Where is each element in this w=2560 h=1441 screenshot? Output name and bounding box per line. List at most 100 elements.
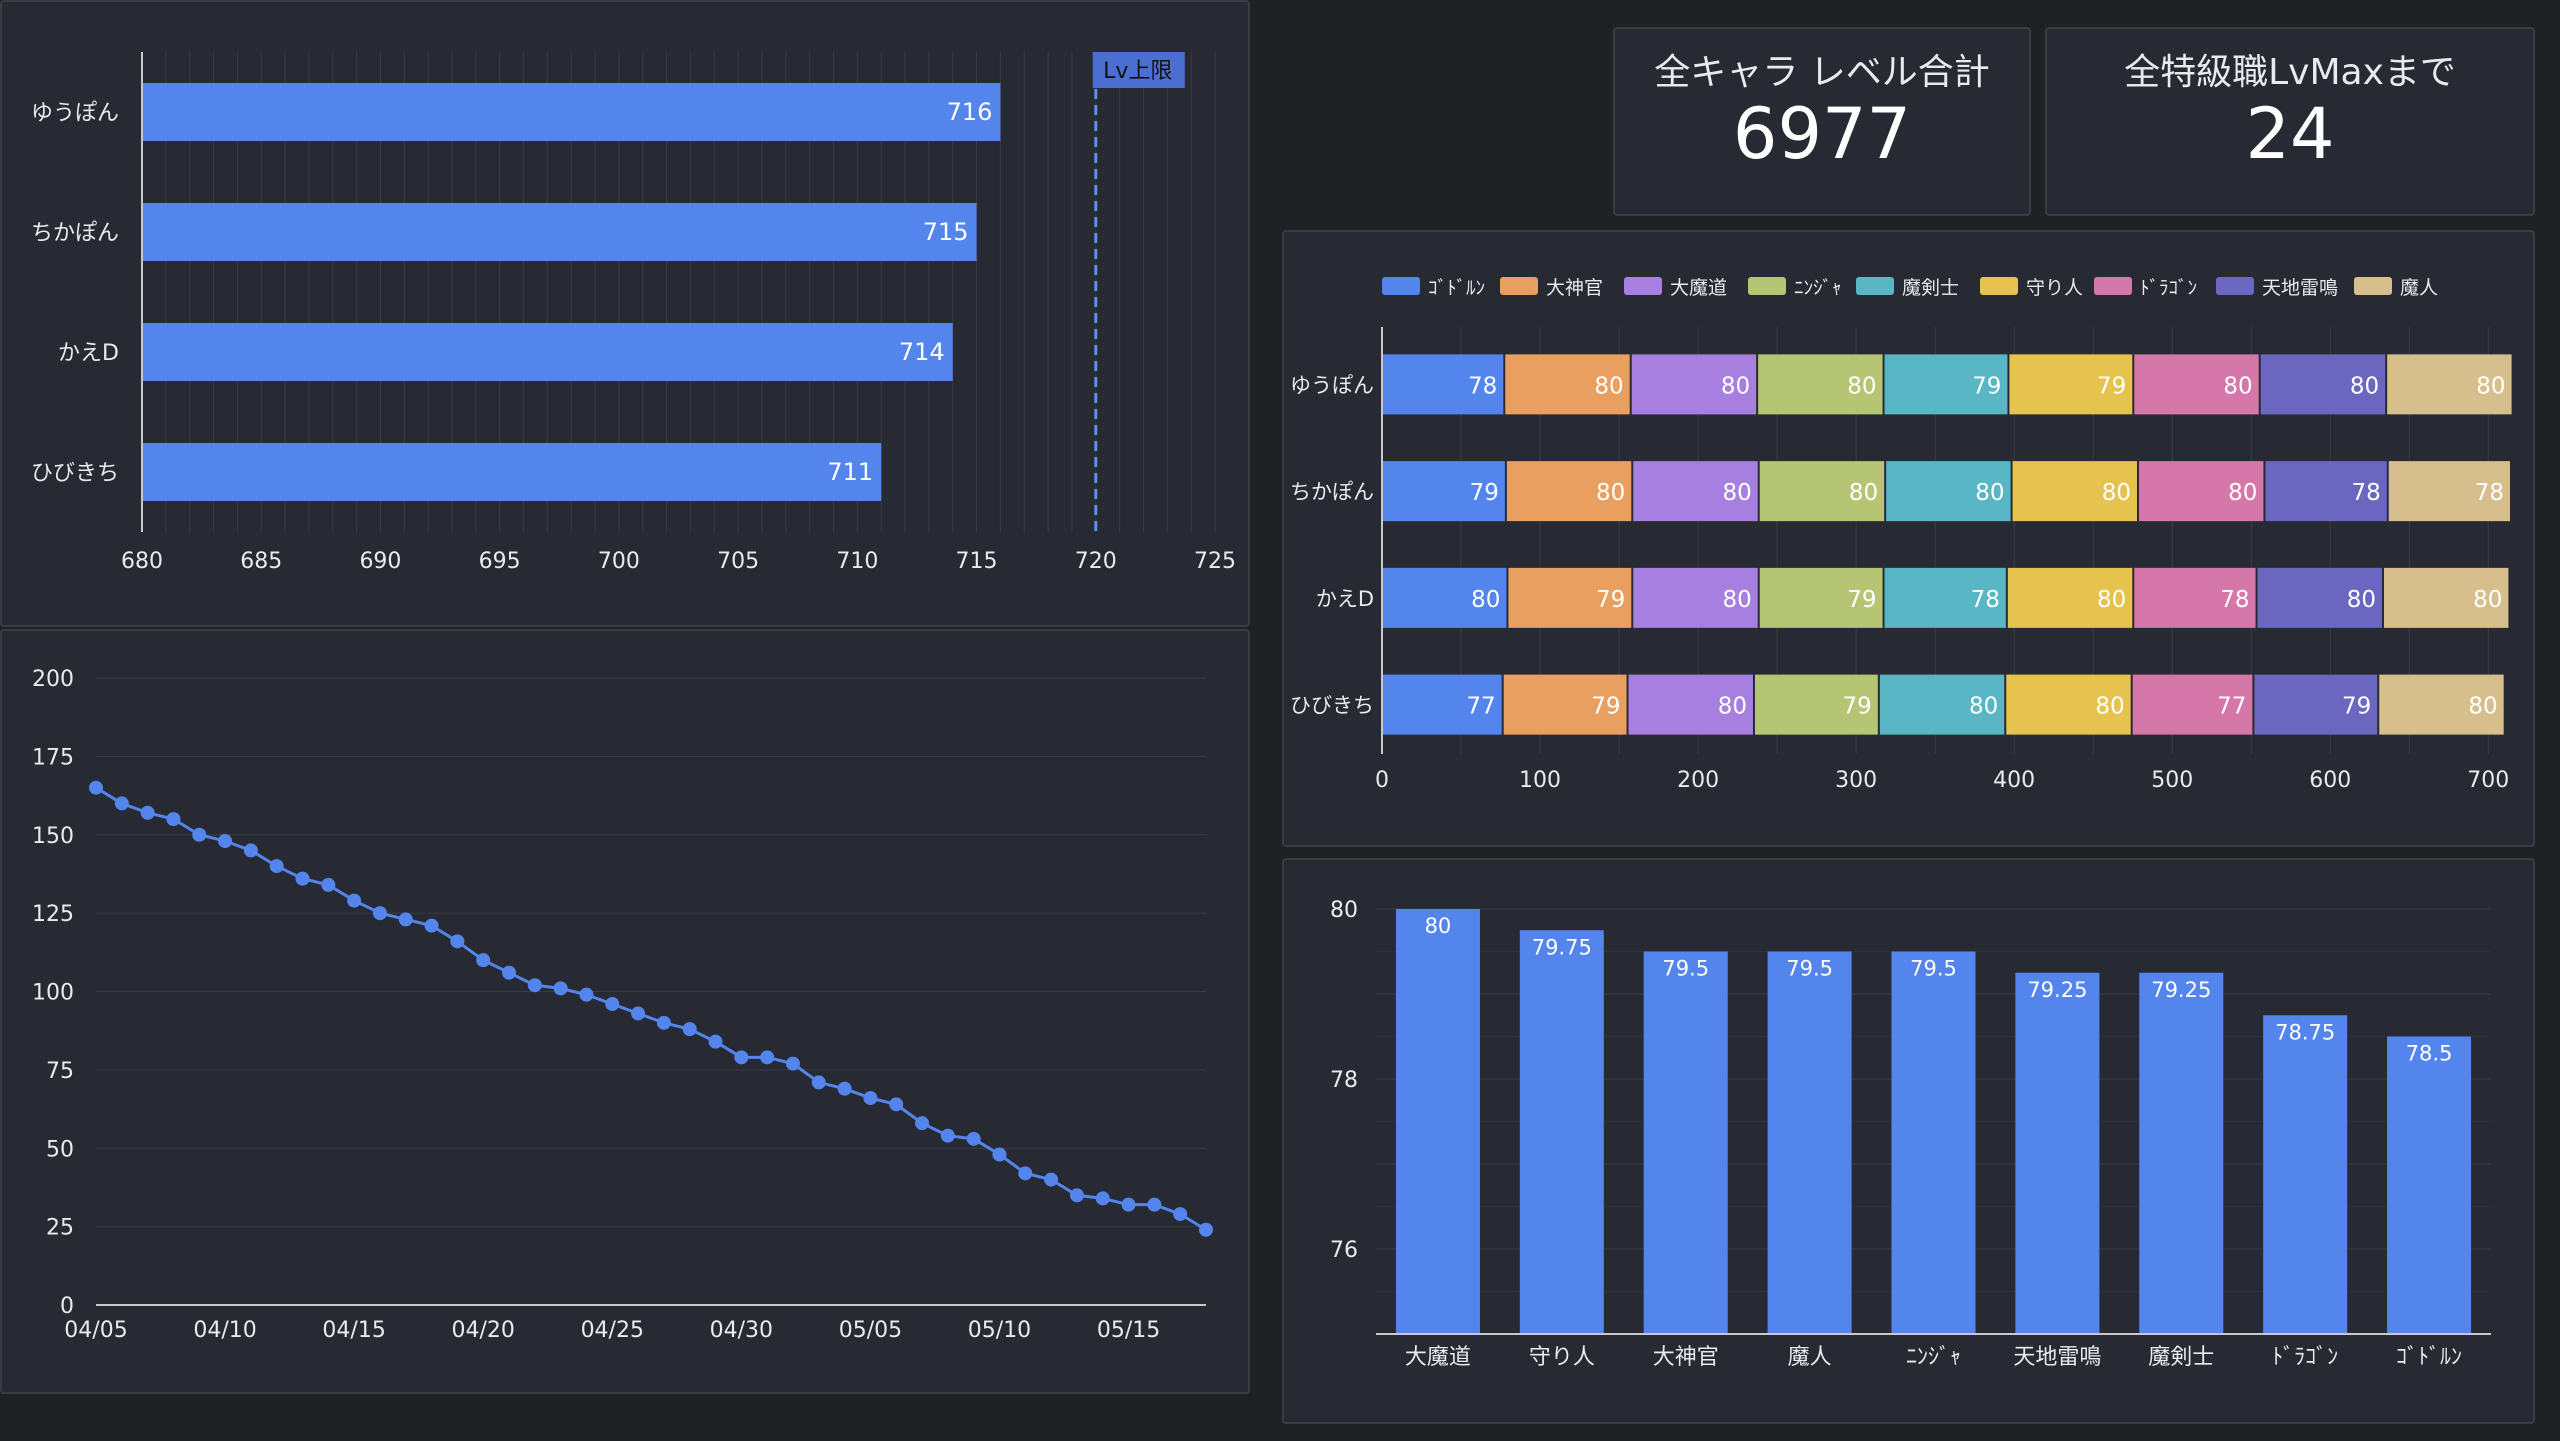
stacked-segment [1382, 354, 1504, 415]
bar [1395, 909, 1480, 1334]
data-label: 78 [2220, 587, 2249, 613]
x-tick-label: 600 [2309, 768, 2351, 793]
data-point [760, 1050, 775, 1065]
y-tick-label: 76 [1330, 1238, 1358, 1263]
data-point [1069, 1188, 1084, 1203]
bar [142, 203, 977, 261]
y-category-label: かえD [58, 341, 119, 366]
y-category-label: ひびきち [31, 461, 119, 486]
stacked-segment [2388, 461, 2510, 522]
legend-swatch [1500, 277, 1538, 295]
data-point [889, 1097, 904, 1112]
data-label: 80 [1471, 587, 1500, 613]
y-tick-label: 0 [60, 1294, 74, 1319]
data-point [372, 906, 387, 921]
x-tick-label: 04/30 [710, 1318, 773, 1343]
data-label: 78 [1971, 587, 2000, 613]
x-tick-label: 04/10 [193, 1318, 256, 1343]
stacked-segment [1508, 567, 1632, 628]
data-label: 77 [2217, 694, 2246, 720]
y-tick-label: 75 [46, 1059, 74, 1084]
data-label: 79.25 [2027, 978, 2087, 1002]
x-category-label: 天地雷鳴 [2013, 1345, 2101, 1370]
remaining-trend-chart: 0 25 50 75 100 125 150 175 200 04/05 04/10 04/15 04/… [32, 667, 1213, 1343]
data-point [476, 953, 491, 968]
x-tick-label: 05/10 [968, 1318, 1031, 1343]
data-label: 79.5 [1662, 957, 1709, 981]
data-point [269, 859, 284, 874]
data-label: 80 [2476, 373, 2505, 399]
bar [2387, 1036, 2472, 1334]
data-label: 77 [1466, 694, 1495, 720]
stacked-segment [2009, 354, 2133, 415]
stacked-segment [2383, 567, 2509, 628]
series-line [95, 786, 1207, 1232]
bar [142, 83, 1001, 141]
data-point [347, 893, 362, 908]
stacked-segment [1382, 567, 1507, 628]
x-tick-label: 725 [1194, 549, 1236, 574]
data-point [837, 1081, 852, 1096]
x-tick-label: 04/20 [452, 1318, 515, 1343]
data-label: 80 [2102, 480, 2131, 506]
legend-swatch [1382, 277, 1420, 295]
data-label: 80 [1849, 480, 1878, 506]
kpi-remaining-value: 24 [2245, 93, 2335, 176]
y-category-label: ひびきち [1290, 694, 1374, 718]
data-point [450, 934, 465, 949]
x-tick-label: 705 [717, 549, 759, 574]
data-label: 79.5 [1786, 957, 1833, 981]
data-label: 80 [1425, 914, 1452, 938]
stacked-segment [1633, 567, 1758, 628]
data-point [1044, 1172, 1059, 1187]
data-label: 79.5 [1910, 957, 1957, 981]
data-point [1173, 1207, 1188, 1222]
legend-swatch [1624, 277, 1662, 295]
data-point [785, 1056, 800, 1071]
reference-line-label-box [1092, 52, 1185, 88]
data-label: 80 [2347, 587, 2376, 613]
stacked-segment [1879, 674, 2005, 735]
data-point [708, 1034, 723, 1049]
char-total-chart: 680 685 690 695 700 705 710 715 720 725 716 ゆうぽん 715… [31, 52, 1236, 574]
x-category-label: 守り人 [1529, 1345, 1595, 1370]
bar [2263, 1015, 2348, 1334]
data-point [140, 805, 155, 820]
y-category-label: ゆうぽん [31, 101, 119, 126]
data-point [811, 1075, 826, 1090]
stacked-segment [2006, 674, 2131, 735]
data-label: 80 [2228, 480, 2257, 506]
data-point [992, 1147, 1007, 1162]
job-average-chart: 76 78 80 80 大魔道 79.75 守り人 79.5 大神官 79.5 魔人 79.5 ﾆﾝｼﾞ… [1330, 898, 2491, 1370]
data-label: 79 [1843, 694, 1872, 720]
x-tick-label: 500 [2151, 768, 2193, 793]
stacked-segment [2007, 567, 2133, 628]
data-label: 79.75 [1532, 935, 1592, 959]
x-tick-label: 720 [1075, 549, 1117, 574]
data-label: 79 [1470, 480, 1499, 506]
data-point [1018, 1166, 1033, 1181]
legend-label: 魔人 [2400, 277, 2438, 299]
x-category-label: 魔剣士 [2148, 1345, 2214, 1370]
x-tick-label: 700 [598, 549, 640, 574]
kpi-total-level-label: 全キャラ レベル合計 [1654, 52, 1990, 93]
y-tick-label: 125 [32, 902, 74, 927]
y-tick-label: 78 [1330, 1068, 1358, 1093]
data-label: 80 [1722, 480, 1751, 506]
legend-swatch [2094, 277, 2132, 295]
data-label: 78 [2351, 480, 2380, 506]
stacked-segment [2012, 461, 2138, 522]
data-label: 80 [1975, 480, 2004, 506]
data-point [682, 1022, 697, 1037]
y-category-label: ちかぽん [31, 221, 119, 246]
data-point [605, 997, 620, 1012]
data-label: 78 [1468, 373, 1497, 399]
stacked-segment [2257, 567, 2382, 628]
stacked-segment [2134, 354, 2259, 415]
data-point [1095, 1191, 1110, 1206]
data-label: 80 [1721, 373, 1750, 399]
data-point [295, 871, 310, 886]
data-point [218, 834, 233, 849]
legend-label: ｺﾞﾄﾞﾙﾝ [1428, 277, 1485, 299]
data-label: 716 [947, 98, 993, 126]
